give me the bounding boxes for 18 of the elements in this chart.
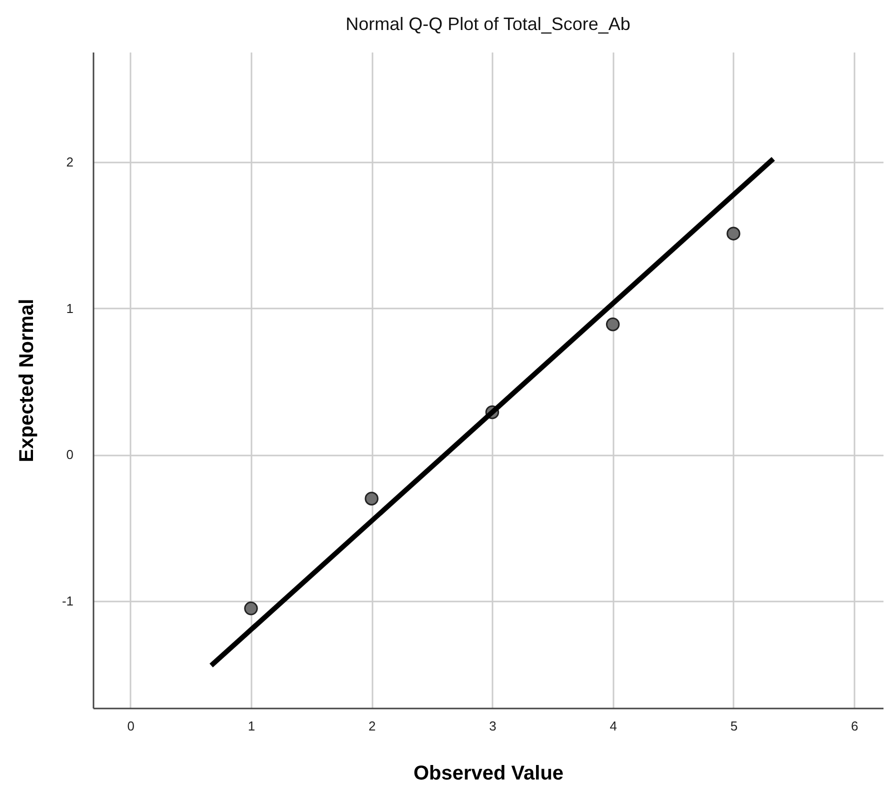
x-tick-label: 4 (610, 718, 617, 734)
chart-title: Normal Q-Q Plot of Total_Score_Ab (346, 14, 630, 34)
x-tick-label: 0 (127, 718, 135, 734)
x-tick-label: 6 (850, 718, 858, 734)
x-tick-label: 5 (730, 718, 738, 734)
y-tick-label: 2 (66, 154, 74, 170)
point (726, 226, 740, 240)
x-axis-title: Observed Value (413, 762, 564, 784)
x-tick-label: 1 (248, 718, 256, 734)
point (606, 317, 620, 332)
y-axis-title: Expected Normal (16, 298, 38, 462)
y-tick-label: 0 (66, 447, 74, 462)
y-tick-label: 1 (66, 300, 74, 316)
y-tick-label: -1 (62, 594, 74, 609)
x-tick-label: 2 (368, 718, 376, 734)
point (244, 602, 258, 616)
x-tick-label: 3 (489, 718, 496, 734)
point (364, 492, 378, 506)
